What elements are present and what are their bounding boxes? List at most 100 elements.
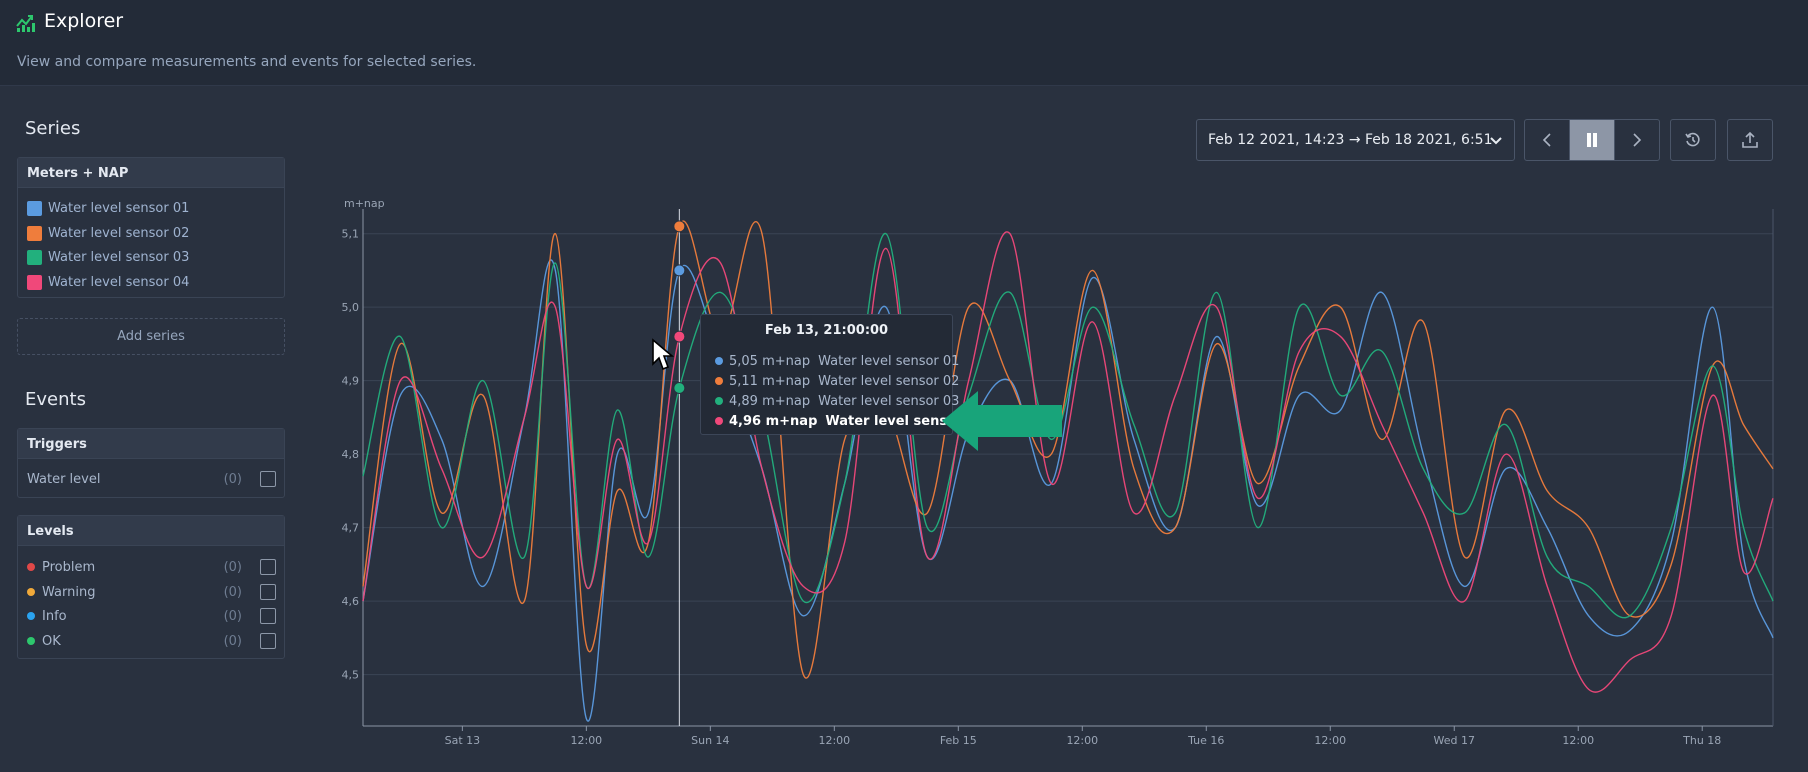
- tooltip-value: 5,05 m+nap: [729, 353, 811, 369]
- x-tick-label: Sun 14: [691, 734, 729, 747]
- series-group-title: Meters + NAP: [18, 158, 284, 188]
- series-dot: [715, 357, 723, 365]
- series-line-4: [362, 231, 1774, 693]
- export-button[interactable]: [1727, 119, 1773, 161]
- x-tick-label: Wed 17: [1434, 734, 1475, 747]
- series-item-label: Water level sensor 02: [48, 225, 190, 241]
- trigger-count: (0): [223, 471, 242, 487]
- hover-point-1: [673, 264, 686, 277]
- x-tick-label: 12:00: [818, 734, 850, 747]
- y-tick-label: 5,0: [342, 301, 360, 314]
- series-line-2: [362, 220, 1774, 679]
- chevron-right-icon: [1633, 133, 1642, 147]
- y-axis-label: m+nap: [344, 197, 385, 210]
- series-dot: [715, 377, 723, 385]
- triggers-title: Triggers: [18, 429, 284, 459]
- app-header: Explorer View and compare measurements a…: [0, 0, 1808, 86]
- mouse-cursor-icon: [652, 338, 675, 371]
- level-count: (0): [223, 559, 242, 575]
- series-line-1: [362, 259, 1774, 722]
- level-checkbox[interactable]: [260, 584, 276, 600]
- previous-button[interactable]: [1524, 119, 1570, 161]
- time-range-value: Feb 12 2021, 14:23 → Feb 18 2021, 6:51: [1208, 132, 1493, 148]
- tooltip-value: 4,89 m+nap: [729, 393, 811, 409]
- levels-panel: Levels Problem (0) Warning (0) Info (0) …: [17, 515, 285, 659]
- triggers-panel: Triggers Water level (0): [17, 428, 285, 498]
- level-checkbox[interactable]: [260, 608, 276, 624]
- chart-tooltip: Feb 13, 21:00:00 5,05 m+nap Water level …: [700, 314, 985, 435]
- level-label: Info: [42, 608, 67, 624]
- pause-icon: [1587, 133, 1597, 147]
- series-swatch: [27, 225, 42, 241]
- tooltip-title: Feb 13, 21:00:00: [764, 323, 889, 338]
- history-button[interactable]: [1670, 119, 1716, 161]
- levels-title: Levels: [18, 516, 284, 546]
- series-line-3: [362, 232, 1774, 619]
- x-tick-label: 12:00: [1562, 734, 1594, 747]
- series-dot: [715, 397, 723, 405]
- series-item-sensor-01[interactable]: Water level sensor 01: [27, 198, 189, 218]
- next-button[interactable]: [1614, 119, 1660, 161]
- chart-icon: [16, 15, 35, 32]
- page-title: Explorer: [44, 10, 124, 32]
- x-tick-label: 12:00: [1314, 734, 1346, 747]
- status-dot: [27, 588, 35, 596]
- y-tick-label: 4,5: [342, 669, 360, 682]
- tooltip-value: 5,11 m+nap: [729, 373, 811, 389]
- y-tick-label: 5,1: [342, 228, 360, 241]
- chevron-left-icon: [1542, 133, 1551, 147]
- level-label: OK: [42, 633, 61, 649]
- add-series-button[interactable]: Add series: [17, 318, 285, 355]
- series-swatch: [27, 274, 42, 290]
- level-item-ok: OK (0): [27, 631, 276, 651]
- tooltip-value: 4,96 m+nap: [729, 413, 818, 429]
- x-tick-label: Sat 13: [445, 734, 481, 747]
- tooltip-label: Water level sensor 02: [818, 373, 960, 389]
- time-range-select[interactable]: Feb 12 2021, 14:23 → Feb 18 2021, 6:51: [1196, 119, 1515, 161]
- series-swatch: [27, 249, 42, 265]
- hover-point-2: [673, 220, 686, 233]
- y-tick-label: 4,6: [342, 595, 360, 608]
- level-item-warning: Warning (0): [27, 582, 276, 602]
- line-chart[interactable]: m+nap 4,5 4,6 4,7 4,8 4,9 5,0 5,1 Sat 13 12:00 Sun…: [330, 190, 1780, 750]
- trigger-label: Water level: [27, 471, 101, 487]
- tooltip-label: Water level sensor 01: [818, 353, 960, 369]
- status-dot: [27, 563, 35, 571]
- trigger-item-water-level: Water level (0): [27, 469, 276, 489]
- status-dot: [27, 612, 35, 620]
- annotation-arrow-icon: [942, 391, 1062, 451]
- pause-button[interactable]: [1569, 119, 1615, 161]
- tooltip-row-highlighted: 4,96 m+nap Water level sensor 04: [715, 412, 985, 430]
- page-subtitle: View and compare measurements and events…: [17, 54, 477, 70]
- trigger-checkbox[interactable]: [260, 471, 276, 487]
- series-panel: Meters + NAP Water level sensor 01 Water…: [17, 157, 285, 298]
- x-tick-label: 12:00: [570, 734, 602, 747]
- y-tick-label: 4,9: [342, 375, 360, 388]
- series-item-sensor-04[interactable]: Water level sensor 04: [27, 272, 189, 292]
- level-count: (0): [223, 633, 242, 649]
- series-item-label: Water level sensor 04: [48, 274, 190, 290]
- status-dot: [27, 637, 35, 645]
- x-tick-label: Tue 16: [1187, 734, 1224, 747]
- export-icon: [1742, 131, 1758, 148]
- x-tick-label: Feb 15: [940, 734, 977, 747]
- tooltip-label: Water level sensor 03: [818, 393, 960, 409]
- series-dot: [715, 417, 723, 425]
- series-heading: Series: [25, 118, 81, 139]
- series-swatch: [27, 200, 42, 216]
- hover-point-4: [673, 330, 686, 343]
- tooltip-label: Water level sensor 04: [825, 413, 986, 429]
- y-tick-label: 4,7: [342, 522, 360, 535]
- events-heading: Events: [25, 389, 86, 410]
- series-item-sensor-02[interactable]: Water level sensor 02: [27, 223, 189, 243]
- history-icon: [1685, 132, 1700, 147]
- hover-point-3: [673, 382, 686, 394]
- level-count: (0): [223, 608, 242, 624]
- level-label: Problem: [42, 559, 96, 575]
- x-tick-label: Thu 18: [1682, 734, 1721, 747]
- level-checkbox[interactable]: [260, 559, 276, 575]
- series-item-sensor-03[interactable]: Water level sensor 03: [27, 247, 189, 267]
- level-checkbox[interactable]: [260, 633, 276, 649]
- level-label: Warning: [42, 584, 96, 600]
- series-item-label: Water level sensor 03: [48, 249, 190, 265]
